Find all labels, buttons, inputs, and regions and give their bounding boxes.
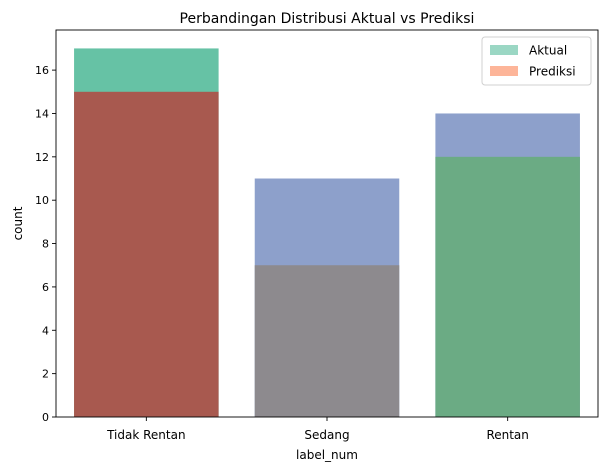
x-axis-ticks: Tidak Rentan Sedang Rentan	[106, 417, 529, 442]
y-tick-label: 2	[42, 368, 49, 381]
x-tick-label-sedang: Sedang	[304, 428, 349, 442]
chart-title: Perbandingan Distribusi Aktual vs Predik…	[180, 11, 475, 27]
y-tick-label: 16	[35, 64, 49, 77]
legend-swatch-aktual	[490, 45, 518, 55]
y-tick-label: 8	[42, 238, 49, 251]
legend-label-aktual: Aktual	[529, 44, 567, 58]
y-axis-label: count	[11, 206, 25, 240]
x-tick-label-rentan: Rentan	[486, 428, 528, 442]
bar-prediksi-sedang	[254, 265, 400, 417]
y-tick-label: 6	[42, 281, 49, 294]
x-axis-label: label_num	[296, 448, 358, 462]
y-tick-label: 0	[42, 411, 49, 424]
legend-swatch-prediksi	[490, 66, 518, 76]
y-axis-ticks: 0 2 4 6 8 10 12 14 16	[35, 64, 56, 424]
bar-prediksi-tidak-rentan	[74, 91, 219, 417]
legend-label-prediksi: Prediksi	[529, 65, 576, 79]
bars-group	[74, 48, 580, 418]
y-tick-label: 10	[35, 194, 49, 207]
y-tick-label: 14	[35, 107, 49, 120]
bar-prediksi-rentan	[435, 156, 580, 417]
x-tick-label-tidak-rentan: Tidak Rentan	[106, 428, 185, 442]
legend: Aktual Prediksi	[481, 36, 592, 86]
y-tick-label: 4	[42, 324, 49, 337]
plot-frame	[55, 29, 599, 418]
y-tick-label: 12	[35, 151, 49, 164]
